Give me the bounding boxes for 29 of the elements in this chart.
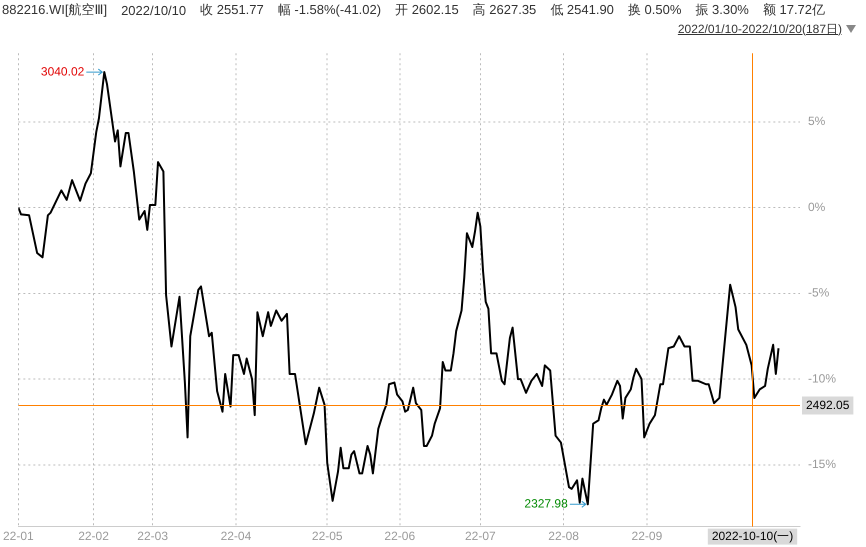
x-tick-label: 22-01	[2, 529, 34, 544]
text: 换 0.50%	[628, 1, 682, 19]
x-tick-label: 22-04	[220, 529, 252, 544]
x-tick-label: 22-07	[465, 529, 496, 544]
text: 收 2551.77	[200, 1, 264, 19]
y-tick-label: -10%	[808, 371, 836, 386]
x-tick-label: 22-02	[78, 529, 110, 544]
x-tick-label: 22-05	[312, 529, 343, 544]
y-tick-label: 5%	[808, 114, 826, 128]
annotation: 2327.98	[524, 496, 568, 511]
x-tick-label: 22-06	[384, 529, 416, 544]
text: 低 2541.90	[550, 1, 614, 19]
x-tick-label: 22-09	[632, 529, 663, 544]
chart-subtitle: 2022/01/10-2022/10/20(187日)	[678, 20, 842, 38]
y-tick-label: 0%	[808, 200, 826, 214]
ref-line-label: 2022-10-10(一)	[712, 528, 794, 543]
text: 额 17.72亿	[762, 1, 826, 19]
text: 2492.05	[806, 398, 850, 412]
x-tick-label: 22-08	[548, 529, 580, 544]
x-tick-label: 22-03	[137, 529, 168, 544]
text: 振 3.30%	[695, 1, 749, 19]
annotation: 3040.02	[40, 64, 85, 78]
y-tick-label: -15%	[808, 457, 836, 472]
text: 2022/10/10	[121, 2, 186, 18]
y-tick-label: -5%	[808, 286, 830, 300]
text: 开 2602.15	[395, 1, 459, 19]
text: 幅 -1.58%(-41.02)	[278, 1, 382, 19]
chart-title: 882216.WI[航空Ⅲ]	[2, 1, 108, 19]
text: 高 2627.35	[472, 1, 536, 19]
